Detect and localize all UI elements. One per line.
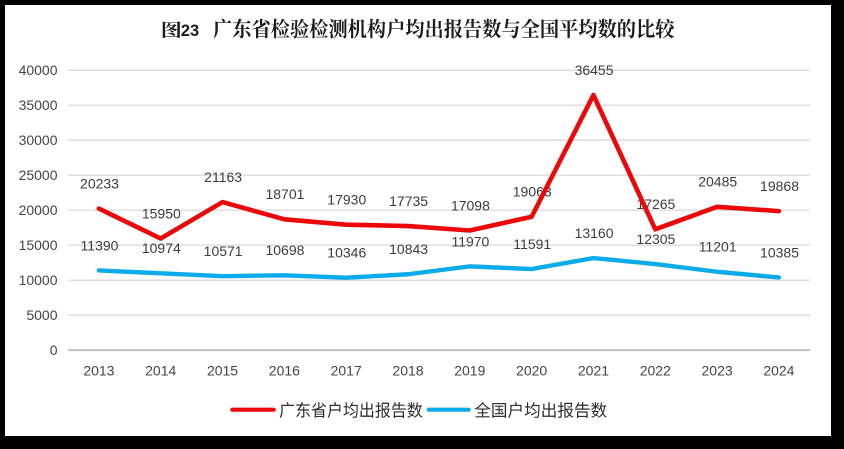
svg-text:20000: 20000 (19, 202, 58, 218)
svg-text:2018: 2018 (392, 363, 423, 379)
svg-text:11390: 11390 (81, 237, 119, 253)
svg-text:36455: 36455 (575, 62, 614, 78)
svg-text:2019: 2019 (454, 363, 485, 379)
svg-text:11591: 11591 (513, 236, 551, 252)
svg-text:10571: 10571 (204, 243, 243, 259)
svg-text:17098: 17098 (451, 197, 490, 213)
svg-text:15950: 15950 (142, 205, 181, 221)
svg-text:2023: 2023 (702, 363, 733, 379)
svg-text:23: 23 (181, 22, 199, 40)
svg-text:2022: 2022 (640, 363, 671, 379)
svg-text:25000: 25000 (19, 167, 58, 183)
svg-text:10385: 10385 (760, 244, 799, 260)
svg-text:13160: 13160 (575, 225, 614, 241)
svg-text:2014: 2014 (145, 363, 176, 379)
svg-text:12305: 12305 (636, 231, 675, 247)
svg-text:5000: 5000 (26, 307, 57, 323)
svg-text:2021: 2021 (578, 363, 609, 379)
svg-text:11201: 11201 (699, 239, 737, 255)
svg-text:17930: 17930 (327, 192, 366, 208)
svg-text:40000: 40000 (19, 62, 58, 78)
svg-text:35000: 35000 (19, 97, 58, 113)
svg-text:2015: 2015 (207, 363, 238, 379)
svg-text:2024: 2024 (763, 363, 794, 379)
svg-text:11970: 11970 (451, 233, 489, 249)
svg-text:2020: 2020 (516, 363, 547, 379)
svg-text:10843: 10843 (389, 241, 428, 257)
svg-text:2013: 2013 (83, 363, 114, 379)
svg-text:17735: 17735 (389, 193, 428, 209)
svg-text:21163: 21163 (204, 169, 242, 185)
svg-text:15000: 15000 (19, 237, 58, 253)
svg-text:19868: 19868 (760, 178, 799, 194)
svg-text:10698: 10698 (265, 242, 304, 258)
svg-text:0: 0 (50, 342, 58, 358)
svg-text:20233: 20233 (80, 175, 119, 191)
svg-text:10974: 10974 (142, 240, 181, 256)
svg-text:30000: 30000 (19, 132, 58, 148)
svg-text:2016: 2016 (269, 363, 300, 379)
svg-text:18701: 18701 (265, 186, 304, 202)
svg-text:10346: 10346 (327, 245, 366, 261)
svg-text:10000: 10000 (19, 272, 58, 288)
svg-text:2017: 2017 (331, 363, 362, 379)
svg-text:20485: 20485 (698, 174, 737, 190)
